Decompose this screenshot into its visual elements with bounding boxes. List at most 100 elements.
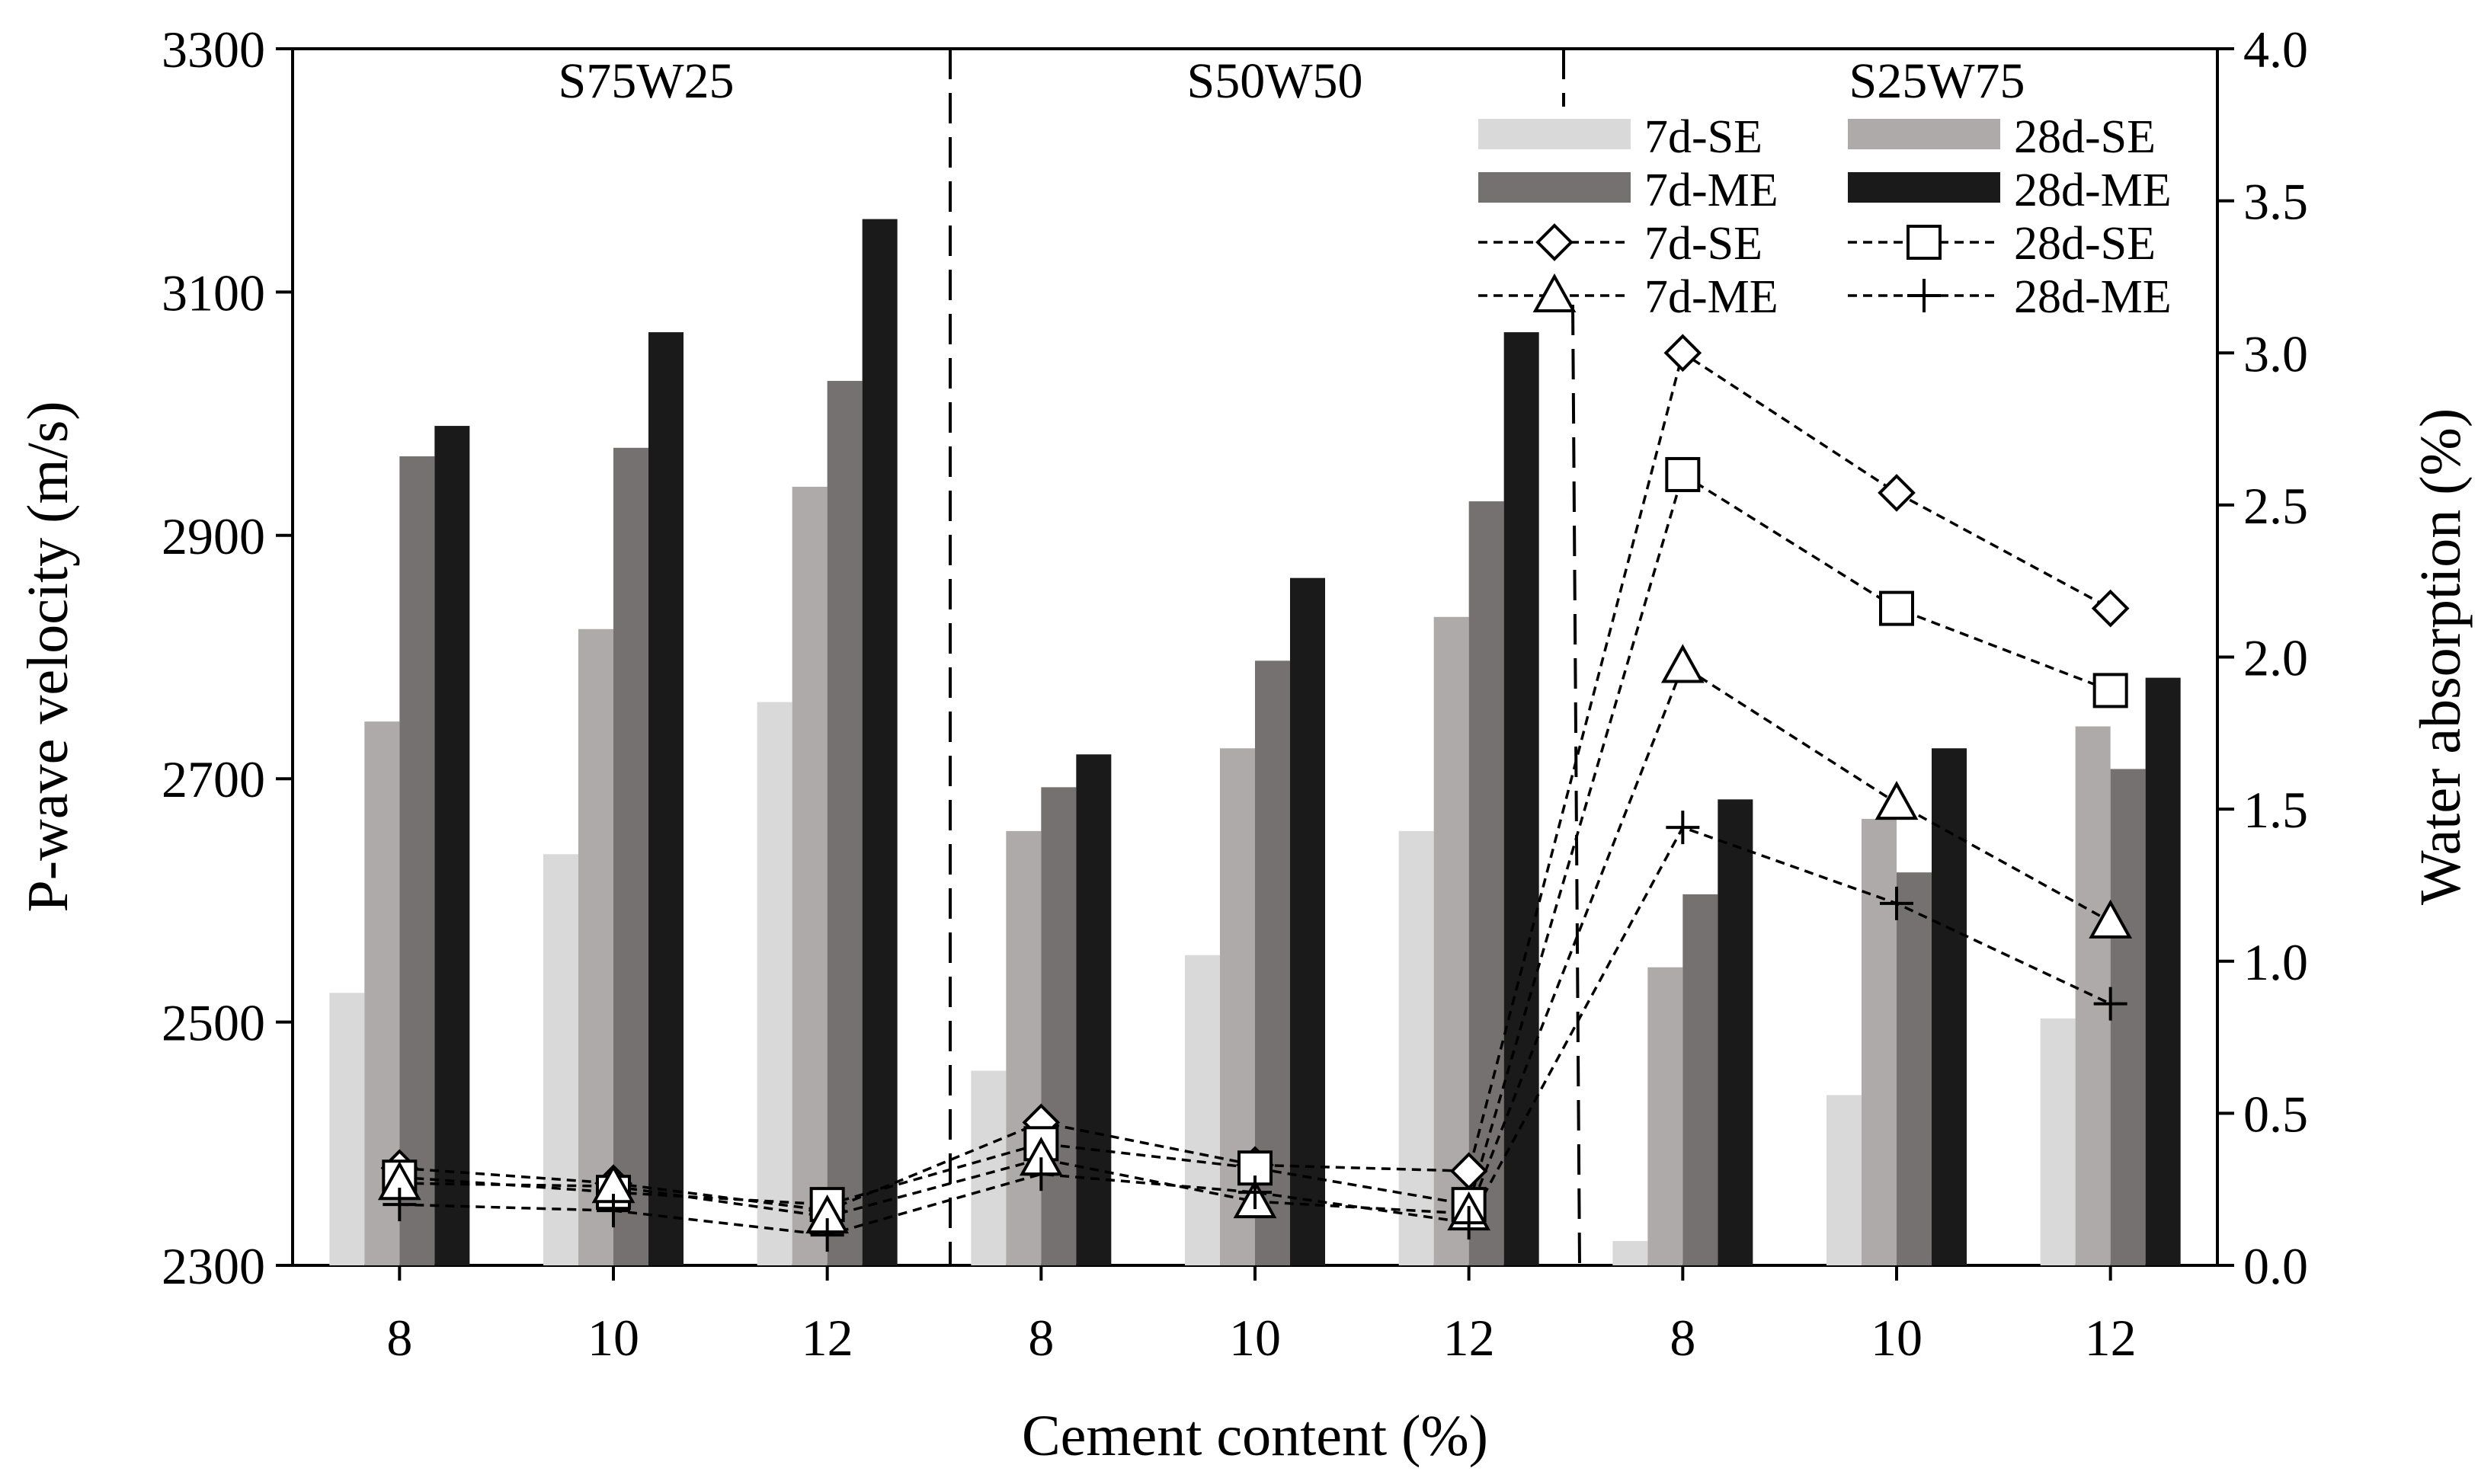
- bars-layer: [329, 219, 2181, 1266]
- bar-28d-me-4: [1290, 577, 1325, 1265]
- y2-tick-label-0: 0.0: [2243, 1237, 2308, 1295]
- x-tick-label-7: 10: [1871, 1309, 1923, 1367]
- y-tick-label-1: 2500: [162, 994, 265, 1052]
- point-28d-me-4: [1238, 1175, 1272, 1210]
- x-tick-label-6: 8: [1670, 1309, 1695, 1367]
- point-7d-me-6: [1660, 644, 1705, 683]
- y2-tick-label-3: 1.5: [2243, 781, 2308, 839]
- y2-tick-label-6: 3.0: [2243, 325, 2308, 382]
- point-28d-me-0: [383, 1188, 417, 1222]
- bar-28d-se-6: [1647, 967, 1683, 1265]
- bar-7d-se-3: [971, 1070, 1007, 1265]
- bar-7d-me-3: [1041, 787, 1077, 1265]
- bar-7d-se-4: [1185, 955, 1220, 1265]
- point-28d-se-8: [2092, 673, 2128, 708]
- point-28d-me-8: [2093, 987, 2127, 1021]
- y2-tick-label-2: 1.0: [2243, 933, 2308, 991]
- legend-label-1: 28d-SE: [2014, 111, 2156, 163]
- x-tick-label-2: 12: [802, 1309, 853, 1367]
- bar-28d-me-0: [434, 426, 470, 1265]
- bar-28d-me-2: [862, 219, 898, 1266]
- x-tick-label-0: 8: [386, 1309, 412, 1367]
- legend-label-7: 28d-ME: [2014, 271, 2172, 323]
- point-28d-me-6: [1666, 811, 1700, 845]
- legend-swatch-1: [1848, 119, 2000, 149]
- bar-7d-me-1: [613, 447, 648, 1266]
- y-tick-label-4: 3100: [162, 264, 265, 321]
- group-dividers: [949, 49, 1581, 1266]
- bar-7d-se-6: [1612, 1241, 1648, 1265]
- bar-7d-me-6: [1682, 894, 1718, 1265]
- x-axis-title: Cement content (%): [1022, 1404, 1488, 1468]
- y2-tick-label-7: 3.5: [2243, 173, 2308, 231]
- legend-marker-7: [1907, 279, 1941, 312]
- group-label-s25w75: S25W75: [1849, 53, 2025, 109]
- labels-layer: Cement content (%) P-wave velocity (m/s)…: [16, 53, 2473, 1468]
- bar-7d-me-7: [1897, 872, 1932, 1265]
- bar-7d-se-1: [543, 854, 578, 1265]
- legend-swatch-0: [1478, 119, 1631, 149]
- legend-marker-5: [1907, 225, 1942, 260]
- y-tick-label-0: 2300: [162, 1237, 265, 1295]
- x-tick-label-1: 10: [587, 1309, 639, 1367]
- bar-7d-se-8: [2040, 1018, 2076, 1265]
- legend-label-0: 7d-SE: [1644, 111, 1762, 163]
- point-7d-se-8: [2091, 589, 2130, 628]
- group-label-s50w50: S50W50: [1187, 53, 1363, 109]
- point-7d-se-6: [1663, 334, 1702, 373]
- y-tick-label-5: 3300: [162, 21, 265, 78]
- y2-tick-label-8: 4.0: [2243, 21, 2308, 78]
- bar-7d-me-2: [827, 380, 863, 1266]
- bar-28d-se-8: [2075, 726, 2111, 1265]
- bar-28d-se-2: [792, 486, 828, 1265]
- line-28d-me: [399, 825, 2111, 1236]
- y-tick-label-2: 2700: [162, 750, 265, 808]
- y2-tick-label-4: 2.0: [2243, 629, 2308, 687]
- absorption-lines-layer: [377, 334, 2133, 1252]
- x-tick-label-3: 8: [1028, 1309, 1054, 1367]
- bar-28d-me-8: [2145, 677, 2181, 1265]
- y-axis-title: P-wave velocity (m/s): [16, 401, 80, 912]
- bar-7d-me-8: [2110, 769, 2146, 1265]
- point-28d-me-7: [1880, 886, 1913, 920]
- legend-swatch-2: [1478, 172, 1631, 203]
- y-tick-label-3: 2900: [162, 507, 265, 565]
- point-7d-se-7: [1878, 474, 1916, 512]
- bar-7d-se-5: [1398, 830, 1434, 1265]
- bar-28d-se-4: [1220, 748, 1255, 1265]
- legend-label-5: 28d-SE: [2014, 218, 2156, 270]
- axes-layer: 2300 2500 2700 2900 3100 3300 0.0 0.5 1.0 1.5 2.0 2…: [162, 21, 2308, 1367]
- group-divider-2-bottom: [1571, 304, 1581, 1266]
- y2-tick-label-5: 2.5: [2243, 477, 2308, 535]
- legend: 7d-SE 28d-SE 7d-ME 28d-ME 7d-SE 28d-SE 7d-ME 28…: [1478, 111, 2172, 323]
- bar-7d-se-0: [329, 993, 365, 1265]
- bar-7d-me-0: [399, 456, 435, 1265]
- bar-28d-se-3: [1006, 830, 1042, 1265]
- group-label-s75w25: S75W25: [559, 53, 735, 109]
- legend-marker-4: [1535, 223, 1574, 261]
- point-28d-me-2: [810, 1218, 844, 1252]
- point-28d-me-1: [597, 1194, 630, 1228]
- bar-28d-me-1: [648, 332, 684, 1265]
- point-28d-se-7: [1879, 590, 1914, 626]
- point-7d-me-7: [1875, 781, 1919, 820]
- bar-28d-me-7: [1932, 748, 1967, 1265]
- bar-28d-me-6: [1718, 799, 1753, 1265]
- x-tick-label-4: 10: [1229, 1309, 1281, 1367]
- y2-tick-label-1: 0.5: [2243, 1085, 2308, 1143]
- bar-7d-se-7: [1826, 1095, 1862, 1265]
- point-28d-me-3: [1024, 1157, 1058, 1191]
- bar-7d-se-2: [757, 702, 792, 1265]
- legend-label-3: 28d-ME: [2014, 165, 2172, 216]
- x-tick-label-8: 12: [2085, 1309, 2137, 1367]
- bar-28d-se-5: [1433, 616, 1469, 1265]
- bar-28d-me-3: [1076, 754, 1112, 1265]
- x-tick-label-5: 12: [1443, 1309, 1495, 1367]
- legend-swatch-3: [1848, 172, 2000, 203]
- point-7d-me-8: [2089, 899, 2133, 939]
- legend-marker-6: [1532, 273, 1577, 312]
- bar-28d-se-1: [578, 628, 613, 1265]
- line-28d-se: [399, 472, 2111, 1207]
